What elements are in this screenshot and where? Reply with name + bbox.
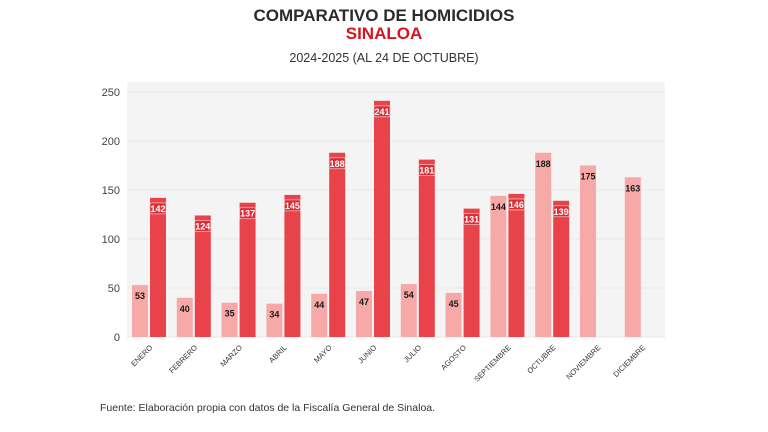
x-tick-label: AGOSTO: [439, 343, 468, 372]
bar: [463, 208, 480, 337]
x-tick-label: JULIO: [402, 343, 424, 365]
x-tick-label: ABRIL: [267, 343, 289, 365]
data-label: 181: [419, 166, 434, 176]
data-label: 45: [449, 299, 459, 309]
bar: [508, 193, 525, 337]
y-tick-label: 100: [102, 234, 120, 246]
chart-title: COMPARATIVO DE HOMICIDIOS: [253, 6, 515, 25]
y-tick-label: 50: [108, 283, 120, 295]
bar: [374, 100, 390, 337]
bar: [284, 194, 301, 337]
data-label: 142: [150, 204, 165, 214]
data-label: 124: [195, 221, 210, 231]
bar: [490, 195, 507, 337]
bar: [580, 165, 596, 337]
data-label: 146: [509, 200, 524, 210]
x-tick-label: JUNIO: [356, 343, 378, 365]
bar: [553, 200, 570, 337]
bar: [194, 215, 211, 337]
chart-period: 2024-2025 (AL 24 DE OCTUBRE): [289, 51, 479, 65]
bar: [400, 284, 417, 337]
bar: [221, 302, 238, 337]
bar: [239, 202, 256, 337]
chart-subtitle: SINALOA: [345, 24, 423, 43]
x-tick-label: SEPTIEMBRE: [472, 343, 513, 384]
source-note: Fuente: Elaboración propia con datos de …: [100, 402, 436, 414]
data-label: 145: [285, 201, 300, 211]
data-label: 47: [359, 297, 369, 307]
data-label: 35: [225, 309, 235, 319]
x-tick-label: OCTUBRE: [525, 343, 557, 375]
x-tick-label: ENERO: [129, 343, 154, 368]
data-label: 54: [404, 290, 414, 300]
data-label: 241: [374, 107, 389, 117]
data-label-box: [239, 207, 257, 220]
data-label-box: [149, 202, 167, 215]
bar: [356, 290, 372, 337]
x-tick-label: DICIEMBRE: [611, 343, 647, 379]
x-tick-label: FEBRERO: [167, 343, 199, 375]
data-label: 40: [180, 304, 190, 314]
data-label-box: [552, 205, 570, 218]
bar: [150, 197, 166, 337]
data-label-box: [328, 157, 346, 170]
data-label: 131: [464, 215, 479, 225]
plot-background: [127, 82, 665, 337]
x-tick-label: MARZO: [218, 343, 244, 369]
bar: [266, 303, 283, 337]
data-label: 139: [554, 207, 569, 217]
data-label: 53: [135, 291, 145, 301]
data-label: 144: [491, 202, 506, 212]
bar: [329, 152, 346, 337]
data-label: 188: [536, 159, 551, 169]
bar: [132, 285, 148, 337]
bar: [176, 297, 193, 337]
data-label-box: [418, 164, 436, 177]
data-label: 44: [314, 300, 324, 310]
bar-chart: 0 50 100 150 200 250 53 142 ENERO 40 124 FEBRERO 35 1…: [102, 82, 665, 384]
data-label: 175: [580, 172, 595, 182]
data-label: 163: [625, 183, 640, 193]
x-tick-label: MAYO: [312, 343, 334, 365]
bar: [445, 292, 462, 337]
y-tick-label: 200: [102, 136, 120, 148]
y-tick-label: 0: [114, 332, 120, 344]
data-label: 34: [269, 310, 279, 320]
data-label-box: [194, 220, 212, 232]
data-label-box: [373, 105, 391, 118]
data-label-box: [463, 213, 481, 226]
data-label-box: [283, 199, 301, 212]
data-label: 137: [240, 209, 255, 219]
bar: [311, 293, 328, 337]
bar: [624, 177, 641, 337]
y-tick-label: 250: [102, 87, 120, 99]
data-label-box: [507, 198, 525, 211]
bar: [535, 152, 552, 337]
y-tick-label: 150: [102, 185, 120, 197]
bar: [418, 159, 435, 337]
data-label: 188: [330, 159, 345, 169]
x-tick-label: NOVIEMBRE: [564, 343, 602, 381]
